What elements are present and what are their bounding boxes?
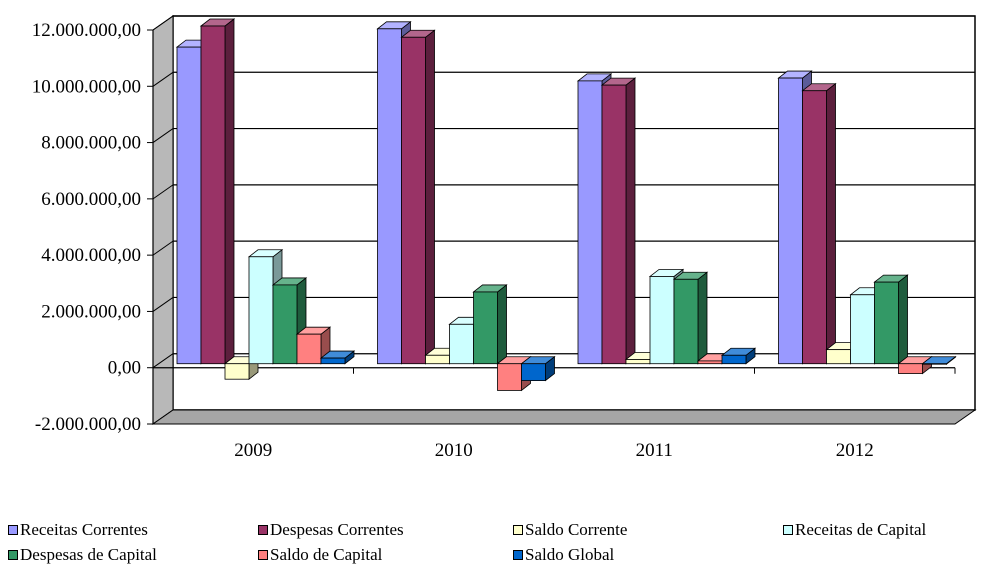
bar bbox=[672, 271, 709, 365]
y-tick-label: 4.000.000,00 bbox=[41, 245, 141, 266]
y-tick-label: -2.000.000,00 bbox=[35, 414, 141, 435]
legend-swatch bbox=[8, 525, 18, 535]
y-tick-label: 12.000.000,00 bbox=[32, 20, 141, 41]
bar bbox=[199, 18, 236, 365]
x-category-label: 2009 bbox=[234, 440, 272, 461]
legend-swatch bbox=[783, 525, 793, 535]
legend-item: Saldo Corrente bbox=[513, 520, 627, 540]
bar bbox=[720, 347, 757, 365]
legend-item: Despesas Correntes bbox=[258, 520, 404, 540]
legend-label: Saldo Corrente bbox=[525, 520, 628, 539]
legend-item: Receitas de Capital bbox=[783, 520, 926, 540]
x-category-label: 2011 bbox=[636, 440, 673, 461]
bar bbox=[472, 284, 508, 365]
x-axis-category-labels: 2009 2010 2011 2012 bbox=[234, 440, 874, 461]
bar bbox=[600, 77, 637, 365]
y-tick-label: 2.000.000,00 bbox=[41, 301, 141, 322]
y-tick-label: 10.000.000,00 bbox=[32, 76, 141, 97]
legend-label: Despesas de Capital bbox=[20, 545, 157, 564]
legend-swatch bbox=[258, 550, 268, 560]
bar bbox=[921, 355, 957, 366]
legend-label: Despesas Correntes bbox=[270, 520, 404, 539]
legend-item: Despesas de Capital bbox=[8, 545, 157, 565]
y-tick-label: 0,00 bbox=[108, 358, 141, 379]
y-axis-tick-labels: 12.000.000,00 10.000.000,00 8.000.000,00 6.… bbox=[32, 20, 141, 435]
bar bbox=[873, 274, 909, 365]
legend-label: Receitas Correntes bbox=[20, 520, 148, 539]
chart-floor bbox=[151, 409, 977, 425]
legend-label: Receitas de Capital bbox=[795, 520, 927, 539]
y-tick-label: 8.000.000,00 bbox=[41, 133, 141, 154]
legend-swatch bbox=[258, 525, 268, 535]
y-tick-label: 6.000.000,00 bbox=[41, 189, 141, 210]
legend-label: Saldo de Capital bbox=[270, 545, 383, 564]
bar bbox=[801, 82, 837, 365]
chart-canvas: 12.000.000,00 10.000.000,00 8.000.000,00 6.… bbox=[32, 15, 977, 461]
x-category-label: 2010 bbox=[435, 440, 473, 461]
legend-swatch bbox=[8, 550, 18, 560]
legend-item: Saldo de Capital bbox=[258, 545, 382, 565]
legend-item: Receitas Correntes bbox=[8, 520, 148, 540]
bar bbox=[319, 350, 356, 365]
legend-item: Saldo Global bbox=[513, 545, 614, 565]
bar bbox=[400, 29, 436, 365]
bar-series bbox=[175, 18, 957, 392]
legend-label: Saldo Global bbox=[525, 545, 615, 564]
legend-swatch bbox=[513, 525, 523, 535]
legend-swatch bbox=[513, 550, 523, 560]
x-category-label: 2012 bbox=[836, 440, 874, 461]
bar bbox=[520, 355, 556, 382]
